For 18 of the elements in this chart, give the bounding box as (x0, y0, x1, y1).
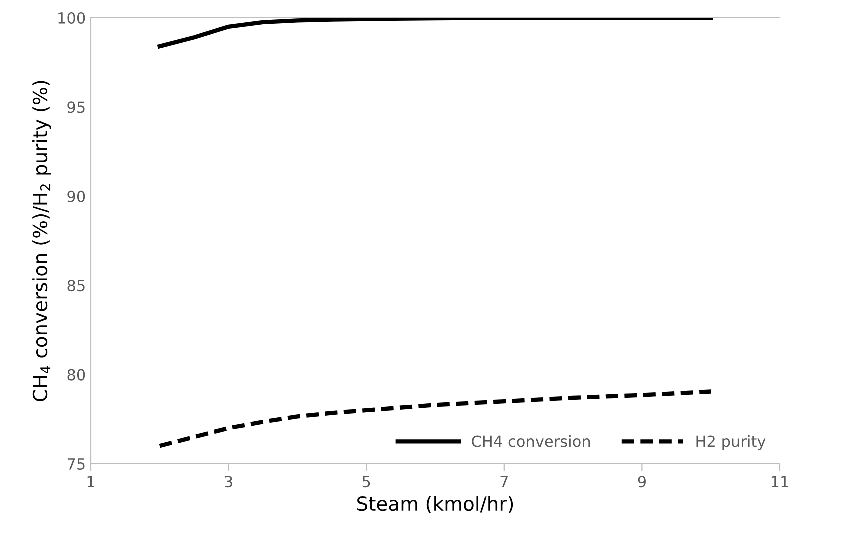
y-tick-label: 90 (68, 190, 86, 202)
line-series (158, 18, 714, 49)
x-tick-label: 9 (638, 476, 646, 488)
legend-label: CH4 conversion (472, 435, 590, 448)
x-tick-label: 7 (500, 476, 508, 488)
legend-label: H2 purity (696, 435, 766, 450)
y-tick-label: 100 (58, 12, 86, 24)
x-tick-label: 11 (772, 476, 788, 488)
x-tick-label: 1 (88, 476, 94, 488)
x-tick-label: 5 (362, 476, 370, 488)
x-axis-title: Steam (kmol/hr) (358, 496, 514, 514)
y-tick-label: 75 (68, 458, 85, 470)
y-tick-label: 85 (68, 280, 85, 292)
y-tick-label: 95 (68, 102, 85, 114)
y-tick-label: 80 (68, 369, 86, 381)
line-series (158, 390, 714, 448)
x-tick-label: 3 (225, 476, 232, 488)
y-axis-title: CH$_{4}$ conversion (%)/H$_{2}$ purity (%) (32, 81, 52, 402)
